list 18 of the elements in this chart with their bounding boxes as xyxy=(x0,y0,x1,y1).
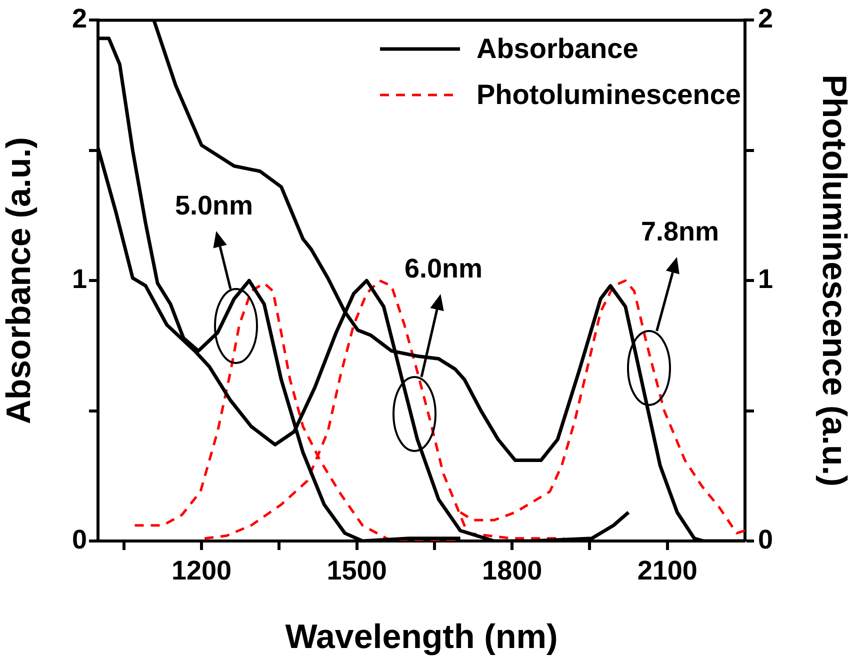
y-axis-title: Absorbance (a.u.) xyxy=(0,137,38,424)
x-tick-label: 1200 xyxy=(171,556,232,586)
x-tick-label: 1500 xyxy=(326,556,387,586)
y2-tick-label: 2 xyxy=(758,4,774,34)
annotation: 5.0nm xyxy=(174,190,254,220)
y2-tick-label: 0 xyxy=(758,524,774,554)
y-tick-label: 2 xyxy=(72,4,87,34)
legend-label: Absorbance xyxy=(476,32,638,66)
x-tick-label: 2100 xyxy=(637,556,698,586)
y-tick-label: 1 xyxy=(72,264,87,294)
y2-axis-title: Photoluminescence (a.u.) xyxy=(815,74,853,487)
x-axis-title: Wavelength (nm) xyxy=(285,618,558,656)
x-tick-label: 1800 xyxy=(482,556,542,586)
annotation: 6.0nm xyxy=(404,253,483,284)
annotation: 7.8nm xyxy=(640,216,720,246)
legend-label: Photoluminescence xyxy=(476,78,741,112)
y-tick-label: 0 xyxy=(72,524,87,554)
y2-tick-label: 1 xyxy=(758,264,774,294)
